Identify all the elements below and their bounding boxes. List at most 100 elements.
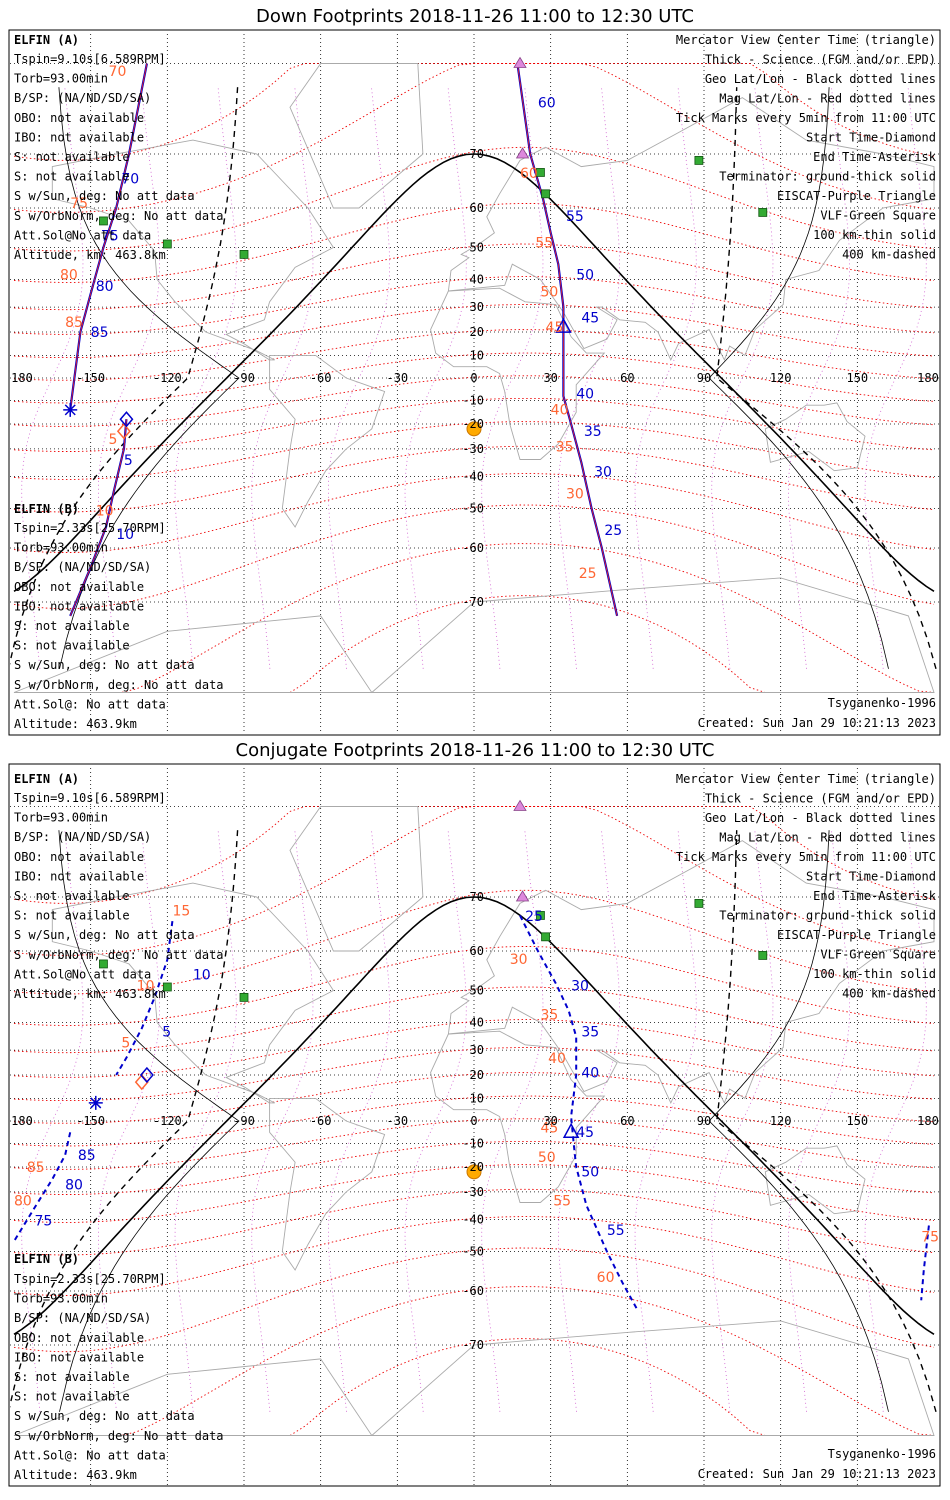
track-tick-label: 55 — [553, 1193, 571, 1209]
coastline — [289, 806, 424, 952]
mag-parallel — [13, 375, 935, 427]
elfin-a-info-line: OBO: not available — [14, 850, 144, 864]
end-asterisk — [63, 402, 78, 417]
elfin-a-info-line: OBO: not available — [14, 111, 144, 125]
terminator-400km — [716, 87, 937, 669]
lon-tick-label: 60 — [620, 1114, 634, 1128]
satellite-track — [516, 63, 619, 617]
lon-tick-label: -150 — [76, 1114, 105, 1128]
mag-parallel — [13, 1047, 935, 1102]
lat-tick-label: -70 — [462, 1338, 484, 1352]
track-tick-label: 45 — [546, 320, 564, 336]
vlf-square — [541, 932, 550, 942]
elfin-b-info-line: S: not available — [14, 619, 130, 633]
legend-item: Thick - Science (FGM and/or EPD) — [705, 53, 936, 67]
model-name: Tsyganenko-1996 — [828, 1447, 936, 1461]
legend-item: Tick Marks every 5min from 11:00 UTC — [676, 111, 936, 125]
coastline — [764, 1145, 866, 1215]
legend: Mercator View Center Time (triangle) Thic… — [676, 33, 937, 262]
elfin-a-info-line: Altitude, km: 463.8km — [14, 987, 166, 1001]
track-tick-label: 80 — [60, 268, 78, 284]
lon-tick-label: 150 — [846, 1114, 868, 1128]
mag-meridian — [404, 87, 467, 669]
elfin-b-info: ELFIN (B) Tspin=2.33s[25.70RPM] Torb=93.0… — [14, 502, 224, 731]
coastline — [13, 577, 935, 694]
mag-parallel — [13, 946, 935, 1026]
mag-parallel — [13, 304, 935, 359]
legend-item: Start Time-Diamond — [806, 131, 936, 145]
lon-tick-label: 0 — [470, 1114, 477, 1128]
track-tick-label: 75 — [921, 1229, 939, 1245]
track-tick-label: 10 — [137, 979, 155, 995]
elfin-b-info-line: S w/OrbNorm, deg: No att data — [14, 1429, 224, 1443]
lon-tick-label: 120 — [770, 1114, 792, 1128]
vlf-square — [239, 250, 249, 259]
mag-meridian — [251, 87, 314, 669]
mag-meridian — [864, 87, 927, 669]
mag-parallel — [13, 1216, 935, 1296]
legend-item: Mercator View Center Time (triangle) — [676, 33, 936, 47]
terminator-100km — [58, 87, 240, 669]
lon-tick-label: 150 — [846, 371, 868, 385]
legend-item: End Time-Asterisk — [813, 150, 937, 164]
elfin-b-info-line: S: not available — [14, 1370, 130, 1384]
coastline — [764, 402, 866, 472]
legend-item: End Time-Asterisk — [813, 889, 937, 903]
lat-tick-label: 70 — [470, 147, 484, 161]
lon-tick-label: -90 — [233, 1114, 255, 1128]
map-frame — [8, 763, 941, 1487]
lat-tick-label: 30 — [470, 300, 484, 314]
track-tick-label: 80 — [96, 279, 114, 295]
mag-meridian — [711, 87, 774, 669]
lat-tick-label: 20 — [470, 325, 484, 339]
vlf-square — [99, 959, 108, 969]
lat-tick-label: -10 — [462, 394, 484, 408]
lon-tick-label: 0 — [470, 371, 477, 385]
elfin-b-info-line: S: not available — [14, 639, 130, 653]
terminator-100km — [58, 830, 240, 1412]
lat-tick-label: 40 — [470, 1016, 484, 1030]
elfin-a-info-line: Torb=93.00min — [14, 811, 108, 825]
lat-tick-label: -20 — [462, 417, 484, 431]
vlf-square — [758, 951, 768, 960]
coastline — [269, 1097, 386, 1271]
end-asterisk — [88, 1095, 103, 1110]
mag-meridian — [251, 830, 314, 1412]
mag-meridian — [481, 830, 544, 1412]
coastline — [430, 1030, 606, 1203]
mag-meridian — [942, 830, 950, 1412]
sun-icon — [466, 421, 482, 437]
elfin-a-info: ELFIN (A) Tspin=9.10s[6.589RPM] Torb=93.0… — [14, 33, 224, 262]
elfin-b-info-line: Tspin=2.33s[25.70RPM] — [14, 521, 166, 535]
mag-meridian — [634, 87, 697, 669]
track-tick-label: 40 — [581, 1065, 599, 1081]
mag-parallel — [13, 203, 935, 283]
track-tick-label: 40 — [548, 1051, 566, 1067]
mag-meridian — [864, 830, 927, 1412]
lat-tick-label: 50 — [470, 241, 484, 255]
legend-item: 400 km-dashed — [842, 248, 936, 262]
satellite-track — [115, 920, 174, 1076]
lon-tick-label: -150 — [76, 371, 105, 385]
mag-meridian — [711, 830, 774, 1412]
lon-tick-label: 60 — [620, 371, 634, 385]
terminator-400km — [716, 830, 937, 1412]
created-time: Created: Sun Jan 29 10:21:13 2023 — [698, 716, 936, 730]
lat-tick-label: 60 — [470, 944, 484, 958]
track-tick-label: 40 — [576, 386, 594, 402]
eiscat-triangle — [515, 147, 530, 159]
lat-tick-label: -60 — [462, 1284, 484, 1298]
lon-tick-label: -60 — [310, 371, 332, 385]
track-tick-label: 30 — [510, 952, 528, 968]
start-diamond — [116, 423, 131, 440]
legend-item: VLF-Green Square — [820, 948, 936, 962]
track-tick-label: 80 — [14, 1193, 32, 1209]
track-tick-label: 75 — [70, 196, 88, 212]
track-tick-label: 5 — [162, 1025, 171, 1041]
mag-meridian — [557, 87, 621, 669]
track-tick-label: 25 — [579, 566, 597, 582]
lon-tick-label: 180 — [11, 1114, 33, 1128]
science-track — [69, 419, 127, 617]
elfin-a-info-line: S: not available — [14, 150, 130, 164]
lat-tick-label: 50 — [470, 984, 484, 998]
